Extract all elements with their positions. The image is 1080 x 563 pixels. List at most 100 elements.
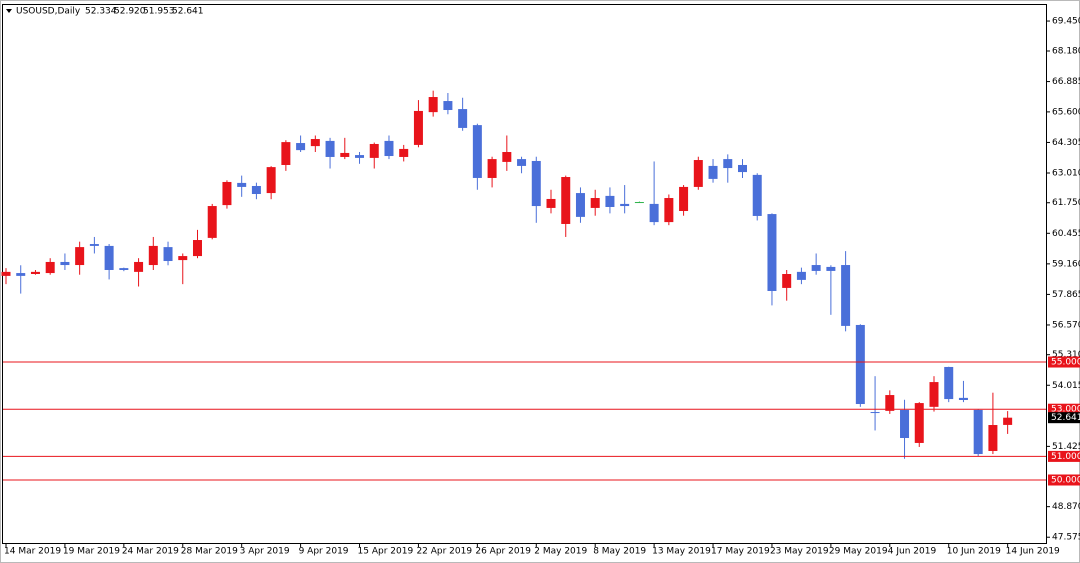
x-tick-label: 22 Apr 2019: [416, 547, 472, 557]
candle-body: [163, 247, 173, 262]
candle-body: [841, 265, 851, 326]
x-tick-label: 4 Jun 2019: [888, 547, 937, 557]
y-tick-label: 54.015: [1052, 381, 1080, 391]
candle-body: [281, 142, 291, 165]
x-tick-label: 28 Mar 2019: [181, 547, 238, 557]
x-tick-label: 15 Apr 2019: [358, 547, 414, 557]
open-label: 52.334: [85, 7, 117, 17]
level-label-box: [1048, 450, 1080, 462]
symbol-label: USOUSD,Daily: [16, 7, 81, 17]
x-tick-label: 23 May 2019: [770, 547, 829, 557]
candle-body: [119, 268, 129, 270]
y-tick-label: 65.600: [1052, 107, 1080, 117]
candle-body: [811, 265, 821, 271]
candle-body: [104, 245, 114, 270]
x-tick-label: 24 Mar 2019: [122, 547, 179, 557]
candle-body: [413, 110, 423, 145]
candle-body: [251, 185, 261, 195]
x-tick-label: 2 May 2019: [534, 547, 587, 557]
candle-body: [443, 101, 453, 111]
candle-body: [266, 167, 276, 194]
x-tick-label: 29 May 2019: [829, 547, 888, 557]
candle-body: [693, 160, 703, 187]
y-tick-label: 61.750: [1052, 198, 1080, 208]
y-tick-label: 64.305: [1052, 138, 1080, 148]
level-label: 50.000: [1051, 475, 1080, 485]
candle-body: [89, 244, 99, 246]
candle-body: [237, 182, 247, 187]
x-tick-label: 19 Mar 2019: [63, 547, 120, 557]
candle-body: [458, 109, 468, 128]
candle-body: [767, 214, 777, 291]
candle-body: [517, 159, 527, 166]
y-tick-label: 56.570: [1052, 320, 1080, 330]
candle-body: [222, 181, 232, 206]
close-label: 52.641: [172, 7, 204, 17]
menu-arrow[interactable]: [6, 9, 12, 13]
price-label-box: [1048, 412, 1080, 424]
candle-body: [60, 261, 70, 266]
level-label-box: [1048, 356, 1080, 368]
x-tick-label: 26 Apr 2019: [475, 547, 531, 557]
level-label: 51.000: [1051, 452, 1080, 462]
low-label: 51.953: [143, 7, 175, 17]
level-label-box: [1048, 403, 1080, 415]
y-tick-label: 55.310: [1052, 350, 1080, 360]
x-tick-label: 14 Jun 2019: [1006, 547, 1060, 557]
candle-body: [340, 152, 350, 157]
y-tick-label: 57.865: [1052, 290, 1080, 300]
candle-body: [885, 395, 895, 411]
candle-body: [620, 203, 630, 207]
x-tick-label: 14 Mar 2019: [4, 547, 61, 557]
candle-body: [192, 240, 202, 257]
candle-body: [973, 409, 983, 455]
y-tick-label: 63.010: [1052, 169, 1080, 179]
candle-body: [914, 403, 924, 443]
candle-body: [355, 155, 365, 158]
y-tick-label: 66.885: [1052, 77, 1080, 87]
candle-body: [679, 186, 689, 211]
price-label: 52.641: [1051, 413, 1080, 423]
candle-body: [561, 177, 571, 224]
y-tick-label: 48.870: [1052, 502, 1080, 512]
candle-body: [178, 256, 188, 261]
candle-body: [605, 195, 615, 207]
y-tick-label: 60.455: [1052, 229, 1080, 239]
y-tick-label: 68.180: [1052, 47, 1080, 57]
candle-body: [826, 266, 836, 271]
candle-body: [546, 198, 556, 208]
candle-body: [900, 409, 910, 438]
candle-body: [634, 202, 644, 204]
level-label-box: [1048, 474, 1080, 486]
x-tick-label: 3 Apr 2019: [240, 547, 290, 557]
candle-body: [944, 366, 954, 400]
candle-body: [207, 206, 217, 238]
y-tick-label: 47.575: [1052, 533, 1080, 543]
candle-body: [929, 382, 939, 407]
candle-body: [134, 261, 144, 272]
candle-body: [649, 203, 659, 223]
x-tick-label: 8 May 2019: [593, 547, 646, 557]
y-tick-label: 69.450: [1052, 17, 1080, 27]
candle-body: [148, 245, 158, 266]
high-label: 52.920: [114, 7, 146, 17]
candle-body: [296, 143, 306, 151]
candle-body: [723, 159, 733, 169]
x-tick-label: 9 Apr 2019: [299, 547, 349, 557]
candle-body: [664, 198, 674, 223]
candle-body: [988, 425, 998, 451]
candle-body: [16, 273, 26, 276]
candle-body: [870, 412, 880, 414]
candle-body: [575, 193, 585, 217]
candle-body: [752, 174, 762, 216]
x-tick-label: 17 May 2019: [711, 547, 770, 557]
candle-body: [30, 271, 40, 274]
candle-body: [384, 140, 394, 157]
candle-body: [1, 271, 11, 276]
level-label: 53.000: [1051, 405, 1080, 415]
candle-body: [590, 198, 600, 208]
candle-body: [325, 140, 335, 157]
candle-body: [310, 139, 320, 147]
